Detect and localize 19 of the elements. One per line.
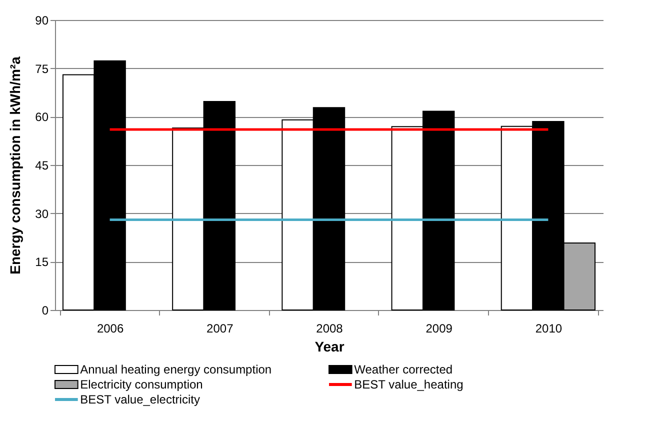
y-tick-label: 0 — [42, 304, 49, 318]
y-tick-label: 90 — [35, 14, 49, 28]
legend-label: BEST value_electricity — [80, 392, 200, 406]
x-tick-label: 2008 — [316, 322, 344, 336]
x-tick-label: 2007 — [206, 322, 234, 336]
y-tick-label: 15 — [35, 255, 49, 270]
x-tick-label: 2006 — [96, 322, 124, 336]
x-tick-label: 2009 — [426, 322, 453, 336]
legend-label: BEST value_heating — [354, 378, 464, 392]
y-tick-label: 30 — [35, 206, 49, 221]
legend-label: Weather corrected — [354, 362, 453, 376]
legend-label: Electricity consumption — [80, 378, 203, 392]
y-tick-label: 60 — [35, 110, 49, 124]
x-tick-label: 2010 — [535, 322, 562, 336]
y-axis-title: Energy consumption in kWh/m²a — [7, 56, 24, 274]
y-tick-label: 45 — [35, 158, 49, 172]
legend-label: Annual heating energy consumption — [80, 362, 272, 376]
y-tick-label: 75 — [35, 62, 49, 76]
x-axis-title: Year — [314, 338, 345, 354]
